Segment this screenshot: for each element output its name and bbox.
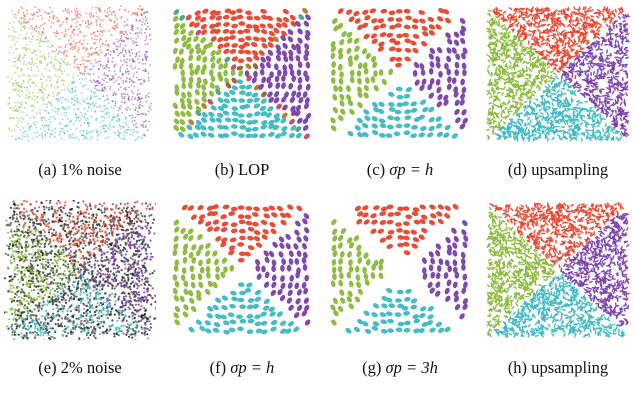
point-cloud-wlop-3h [330, 203, 469, 334]
caption-label: (h) [507, 358, 528, 377]
point-cloud-noise-1pct [6, 5, 153, 142]
caption-label: (e) [38, 358, 57, 377]
caption-label: (c) [366, 160, 386, 179]
point-marks [6, 5, 153, 142]
caption-h: (h) upsampling [482, 358, 634, 378]
caption-text: σp = 3h [385, 358, 438, 377]
caption-label: (d) [507, 160, 528, 179]
caption-text: 2% noise [60, 358, 122, 377]
caption-text: σp = h [230, 358, 275, 377]
point-marks [485, 6, 631, 142]
point-marks [486, 201, 630, 339]
caption-a: (a) 1% noise [4, 160, 156, 180]
point-marks [172, 7, 312, 140]
point-cloud-upsampling-2 [486, 201, 630, 339]
caption-f: (f) σp = h [166, 358, 318, 378]
caption-text: σp = h [389, 160, 434, 179]
panel-h [482, 200, 634, 340]
point-marks [330, 8, 468, 139]
caption-text: 1% noise [60, 160, 122, 179]
panel-a [4, 4, 156, 144]
caption-label: (g) [362, 358, 382, 377]
panel-g [324, 200, 476, 340]
caption-label: (f) [209, 358, 227, 377]
caption-g: (g) σp = 3h [324, 358, 476, 378]
caption-text: upsampling [531, 160, 609, 179]
caption-c: (c) σp = h [324, 160, 476, 180]
point-cloud-noise-2pct [4, 200, 156, 340]
caption-label: (a) [38, 160, 57, 179]
caption-b: (b) LOP [166, 160, 318, 180]
point-cloud-wlop-h-2 [172, 204, 311, 335]
point-cloud-upsampling [485, 6, 631, 142]
panel-c [324, 4, 476, 144]
panel-b [166, 4, 318, 144]
point-marks [330, 203, 469, 334]
caption-text: LOP [238, 160, 270, 179]
point-cloud-lop [172, 7, 312, 140]
panel-d [482, 4, 634, 144]
caption-e: (e) 2% noise [4, 358, 156, 378]
caption-label: (b) [214, 160, 234, 179]
caption-d: (d) upsampling [482, 160, 634, 180]
point-marks [172, 204, 311, 335]
panel-e [4, 200, 156, 340]
point-cloud-wlop-h [330, 8, 468, 139]
point-marks [4, 200, 156, 340]
caption-text: upsampling [531, 358, 609, 377]
panel-f [166, 200, 318, 340]
